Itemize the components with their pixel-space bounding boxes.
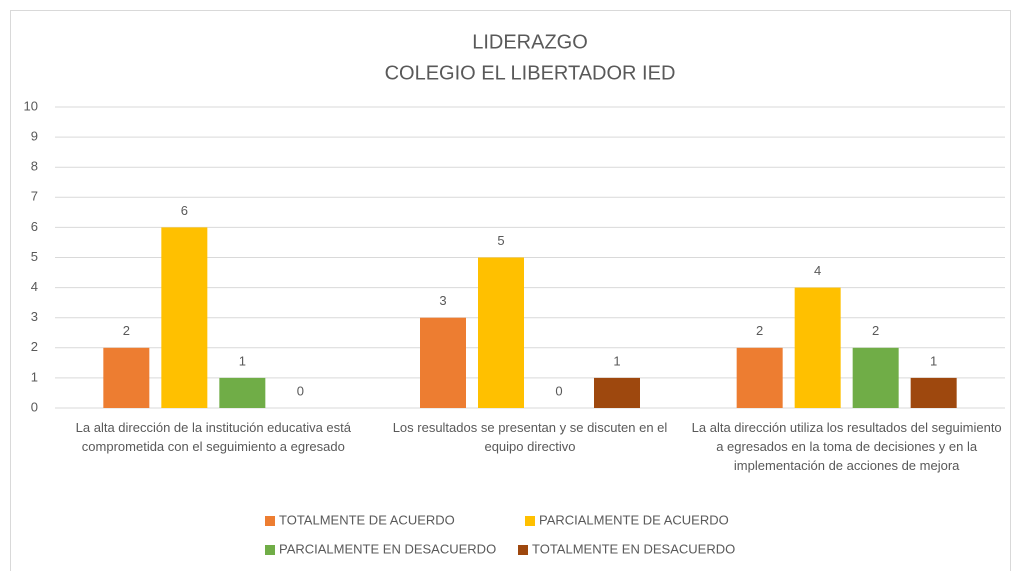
data-label: 1 — [930, 353, 937, 368]
legend-label: TOTALMENTE EN DESACUERDO — [532, 541, 735, 556]
bar — [161, 227, 208, 408]
data-label: 2 — [123, 323, 130, 338]
legend-label: PARCIALMENTE EN DESACUERDO — [279, 541, 496, 556]
y-tick-label: 0 — [31, 399, 38, 414]
legend-label: PARCIALMENTE DE ACUERDO — [539, 512, 729, 527]
legend-swatch — [525, 516, 535, 526]
bar — [594, 377, 640, 408]
bar — [420, 317, 466, 408]
data-label: 3 — [439, 293, 446, 308]
data-label: 2 — [872, 323, 879, 338]
y-tick-label: 1 — [31, 369, 38, 384]
x-tick-label: La alta dirección de la institución educ… — [75, 420, 351, 454]
legend-swatch — [518, 545, 528, 555]
y-tick-label: 4 — [31, 279, 38, 294]
data-label: 0 — [297, 383, 304, 398]
data-label: 6 — [181, 203, 188, 218]
bar — [852, 347, 899, 408]
y-tick-label: 6 — [31, 219, 38, 234]
bar — [794, 287, 841, 408]
y-tick-label: 9 — [31, 129, 38, 144]
bar — [736, 347, 783, 408]
legend-swatch — [265, 545, 275, 555]
y-tick-label: 7 — [31, 189, 38, 204]
data-label: 4 — [814, 263, 821, 278]
legend-label: TOTALMENTE DE ACUERDO — [279, 512, 455, 527]
y-tick-label: 8 — [31, 159, 38, 174]
data-label: 0 — [555, 383, 562, 398]
bar — [478, 257, 524, 408]
bar — [103, 347, 150, 408]
chart-subtitle: COLEGIO EL LIBERTADOR IED — [385, 62, 676, 84]
y-tick-label: 2 — [31, 339, 38, 354]
data-label: 1 — [239, 353, 246, 368]
data-label: 1 — [613, 353, 620, 368]
bar — [910, 377, 957, 408]
chart-title: LIDERAZGO — [472, 31, 588, 53]
x-tick-label: La alta dirección utiliza los resultados… — [691, 420, 1002, 473]
legend-swatch — [265, 516, 275, 526]
y-tick-label: 5 — [31, 249, 38, 264]
data-label: 2 — [756, 323, 763, 338]
data-label: 5 — [497, 233, 504, 248]
bar — [219, 377, 266, 408]
y-tick-label: 3 — [31, 309, 38, 324]
x-tick-label: Los resultados se presentan y se discute… — [392, 420, 668, 454]
y-tick-label: 10 — [24, 98, 38, 113]
